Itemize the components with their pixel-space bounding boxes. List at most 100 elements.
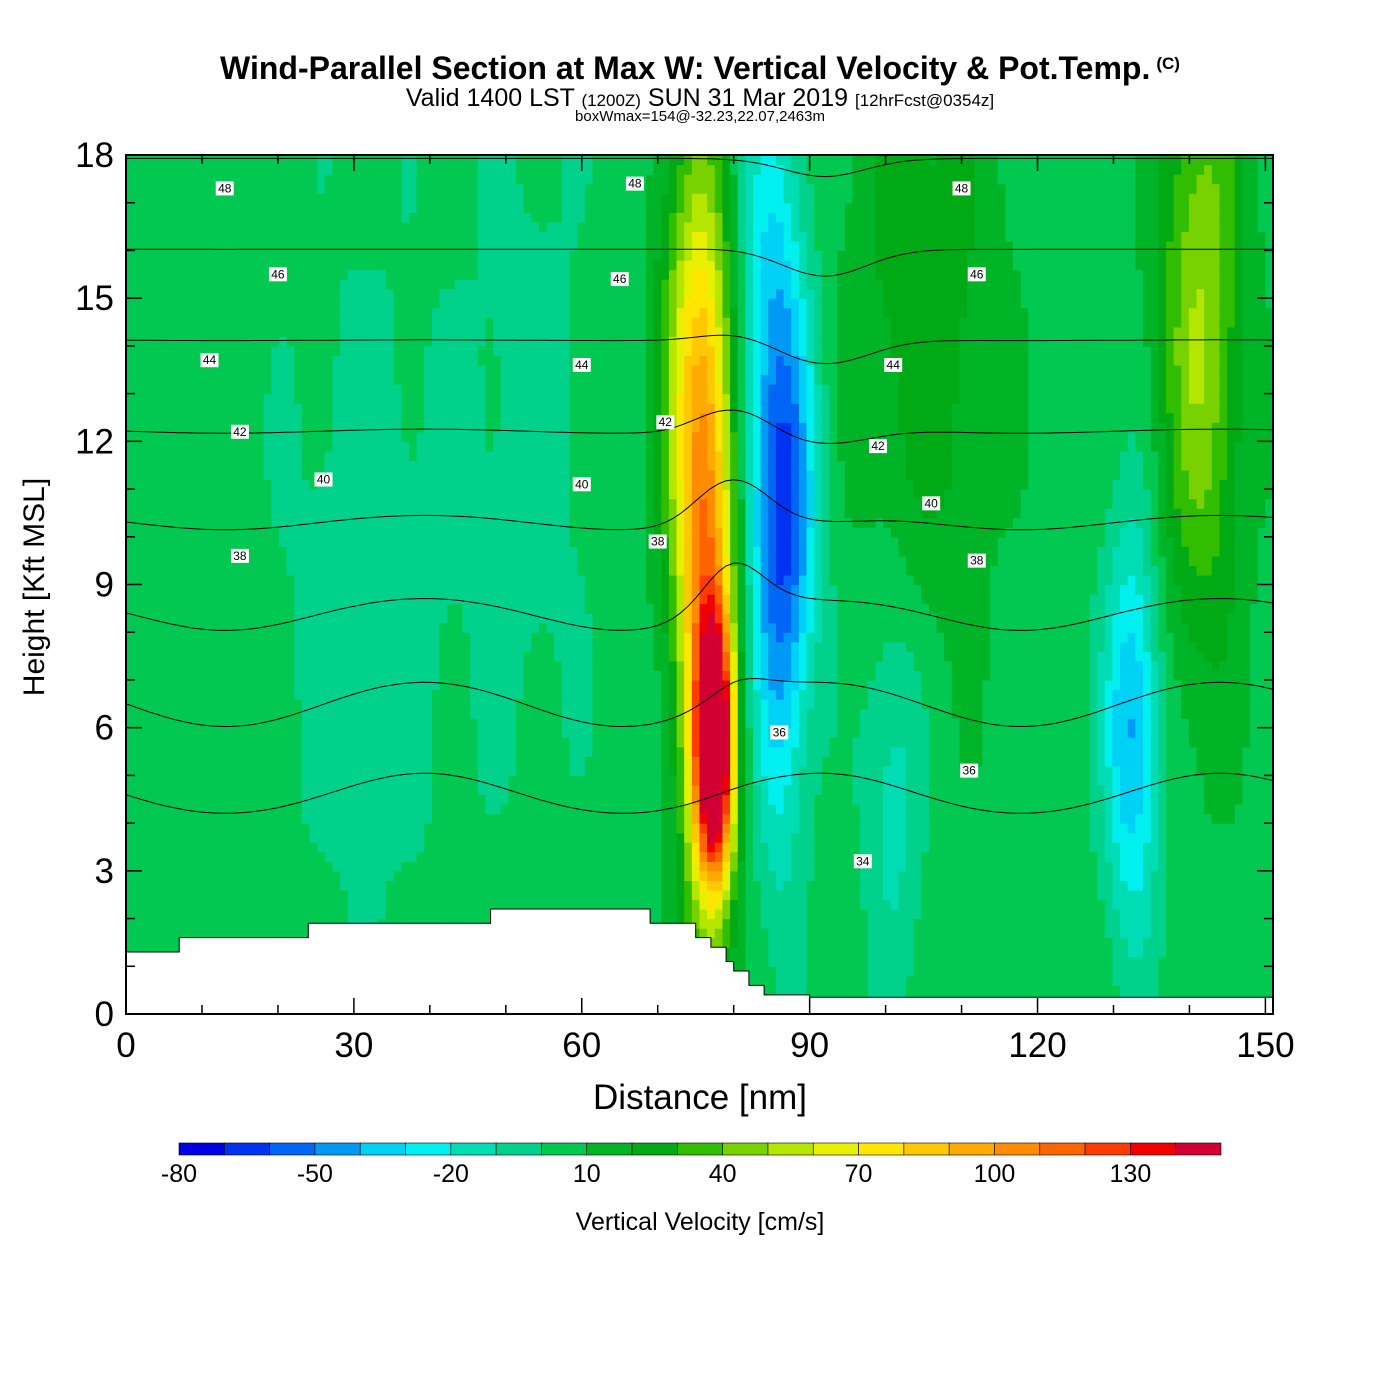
velocity-cell <box>240 403 249 414</box>
velocity-cell <box>301 460 311 471</box>
velocity-cell <box>225 431 234 442</box>
velocity-cell <box>447 508 456 519</box>
velocity-cell <box>332 240 341 252</box>
velocity-cell <box>531 670 540 681</box>
velocity-cell <box>531 412 540 423</box>
velocity-cell <box>248 613 257 624</box>
velocity-cell <box>485 794 494 805</box>
velocity-cell <box>531 823 540 834</box>
velocity-cell <box>217 422 227 433</box>
velocity-cell <box>424 345 433 357</box>
velocity-cell <box>240 384 249 395</box>
velocity-cell <box>133 784 142 796</box>
velocity-cell <box>156 403 165 414</box>
velocity-cell <box>531 183 540 194</box>
velocity-cell <box>202 613 211 624</box>
velocity-cell <box>393 851 402 862</box>
velocity-cell <box>248 565 257 576</box>
velocity-cell <box>538 775 548 786</box>
velocity-cell <box>500 832 509 843</box>
velocity-cell <box>309 632 318 643</box>
velocity-cell <box>401 603 410 614</box>
velocity-cell <box>194 403 204 414</box>
velocity-cell <box>263 660 272 671</box>
velocity-cell <box>278 193 288 204</box>
velocity-cell <box>301 326 311 337</box>
velocity-cell <box>477 727 486 738</box>
velocity-cell <box>317 651 326 662</box>
velocity-cell <box>126 508 135 519</box>
velocity-cell <box>202 489 211 500</box>
velocity-cell <box>538 517 548 528</box>
velocity-cell <box>447 832 456 843</box>
velocity-cell <box>202 431 211 442</box>
velocity-cell <box>317 861 326 872</box>
velocity-cell <box>309 403 318 414</box>
velocity-cell <box>531 679 540 691</box>
velocity-cell <box>179 622 188 633</box>
velocity-cell <box>156 517 165 528</box>
velocity-cell <box>217 212 227 223</box>
velocity-cell <box>141 727 150 738</box>
velocity-cell <box>408 431 418 442</box>
velocity-cell <box>171 670 181 681</box>
velocity-cell <box>187 708 196 719</box>
velocity-cell <box>133 527 142 538</box>
velocity-cell <box>363 355 372 366</box>
velocity-cell <box>401 307 410 318</box>
velocity-cell <box>294 326 303 337</box>
velocity-cell <box>133 689 142 700</box>
velocity-cell <box>401 536 410 547</box>
velocity-cell <box>187 574 196 586</box>
velocity-cell <box>194 594 204 605</box>
velocity-cell <box>301 775 311 786</box>
velocity-cell <box>217 298 227 309</box>
velocity-cell <box>210 517 219 528</box>
velocity-cell <box>347 202 356 213</box>
velocity-cell <box>286 679 295 691</box>
velocity-cell <box>447 899 456 910</box>
velocity-cell <box>255 498 265 509</box>
velocity-cell <box>248 832 257 843</box>
velocity-cell <box>538 594 548 605</box>
velocity-cell <box>355 317 364 328</box>
velocity-cell <box>233 212 242 223</box>
velocity-cell <box>546 737 555 748</box>
velocity-cell <box>363 183 372 194</box>
velocity-cell <box>401 479 410 490</box>
velocity-cell <box>447 823 456 834</box>
velocity-cell <box>385 355 395 366</box>
velocity-cell <box>538 412 548 423</box>
velocity-cell <box>240 202 249 213</box>
velocity-cell <box>248 422 257 433</box>
velocity-cell <box>179 784 188 796</box>
velocity-cell <box>385 899 395 910</box>
velocity-cell <box>531 250 540 261</box>
velocity-cell <box>355 460 364 471</box>
velocity-cell <box>454 269 464 280</box>
velocity-cell <box>263 651 272 662</box>
velocity-cell <box>271 250 280 261</box>
velocity-cell <box>485 670 494 681</box>
velocity-cell <box>240 603 249 614</box>
velocity-cell <box>317 279 326 290</box>
velocity-cell <box>233 603 242 614</box>
velocity-cell <box>370 641 379 652</box>
velocity-cell <box>546 765 555 776</box>
velocity-cell <box>156 174 165 185</box>
velocity-cell <box>271 613 280 624</box>
velocity-cell <box>439 574 448 586</box>
velocity-cell <box>347 651 356 662</box>
velocity-cell <box>439 164 448 175</box>
velocity-cell <box>271 756 280 767</box>
velocity-cell <box>217 660 227 671</box>
velocity-cell <box>148 460 158 471</box>
velocity-cell <box>210 240 219 252</box>
velocity-cell <box>500 613 509 624</box>
velocity-cell <box>156 718 165 729</box>
velocity-cell <box>324 737 334 748</box>
velocity-cell <box>454 574 464 586</box>
velocity-cell <box>477 784 486 796</box>
velocity-cell <box>431 450 441 462</box>
velocity-cell <box>431 441 441 452</box>
